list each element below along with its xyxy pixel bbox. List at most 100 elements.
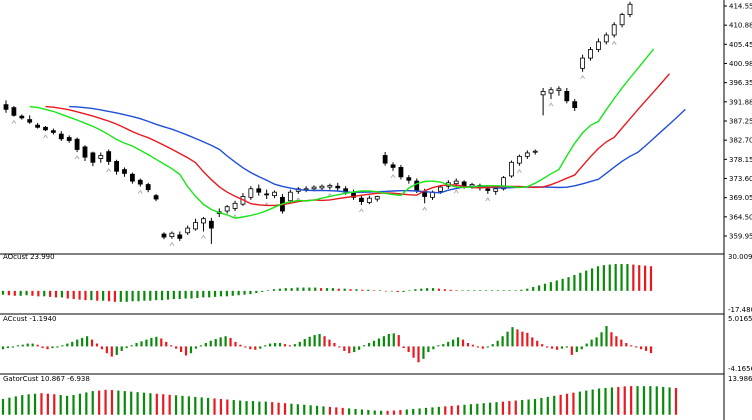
histogram-bar (674, 387, 678, 415)
bull-candle (193, 222, 198, 230)
histogram-bar (617, 386, 620, 415)
histogram-bar (570, 346, 573, 355)
histogram-bar (72, 290, 75, 300)
histogram-bar (181, 395, 184, 415)
histogram-bar (277, 402, 280, 415)
bear-candle (153, 195, 159, 200)
histogram-bar (559, 394, 562, 415)
histogram-bar (533, 398, 537, 415)
histogram-bar (120, 346, 123, 351)
bear-candle (50, 130, 56, 133)
histogram-bar (243, 290, 246, 295)
histogram-bar (514, 290, 517, 291)
histogram-bar (107, 290, 111, 302)
ao-axis-top: 30.009 (728, 253, 752, 261)
bull-candle (327, 184, 333, 188)
histogram-bar (604, 387, 607, 415)
histogram-bar (442, 344, 445, 347)
histogram-bar (202, 290, 205, 298)
histogram-bar (466, 343, 470, 347)
price-axis-label: 391.88 (729, 98, 752, 106)
histogram-bar (644, 265, 647, 291)
histogram-bar (449, 289, 452, 291)
histogram-bar (481, 346, 484, 349)
histogram-bar (322, 406, 325, 415)
histogram-bar (343, 346, 346, 351)
gator-panel[interactable]: GatorCust 10.867 -6.938 13.986 (1, 375, 752, 415)
histogram-bar (384, 290, 388, 292)
ao-panel[interactable]: AOcust 23.990 30.009 -17.480 (1, 253, 752, 314)
histogram-bar (219, 337, 222, 347)
histogram-bar (565, 346, 569, 348)
histogram-bar (278, 343, 282, 347)
histogram-bar (456, 337, 460, 347)
histogram-bar (473, 290, 476, 291)
fractal-marker (611, 40, 617, 45)
histogram-bar (239, 400, 242, 415)
histogram-bar (65, 395, 69, 415)
bear-candle (3, 104, 9, 110)
histogram-bar (516, 329, 519, 347)
histogram-bar (81, 337, 84, 347)
histogram-bar (296, 287, 299, 291)
histogram-bar (204, 343, 207, 347)
bull-candle (588, 49, 593, 59)
bull-candle (540, 91, 546, 96)
histogram-bar (437, 406, 440, 415)
histogram-bar (21, 344, 24, 347)
histogram-bar (208, 290, 211, 298)
histogram-bar (602, 265, 605, 291)
histogram-bar (102, 290, 105, 301)
histogram-bar (596, 266, 600, 291)
histogram-bar (495, 402, 498, 415)
price-axis-label: 369.05 (729, 194, 752, 202)
histogram-bar (104, 389, 107, 415)
histogram-bar (638, 265, 641, 291)
histogram-bar (396, 290, 399, 292)
histogram-bar (502, 290, 505, 291)
bull-candle (627, 3, 633, 15)
bull-candle (580, 57, 586, 69)
histogram-bar (314, 287, 317, 291)
bear-candle (19, 115, 25, 119)
histogram-bar (56, 346, 59, 348)
histogram-bar (264, 401, 267, 415)
histogram-bar (402, 346, 405, 349)
ao-axis-bottom: -17.480 (728, 306, 752, 314)
histogram-bar (269, 343, 272, 347)
histogram-bar (278, 288, 281, 291)
histogram-bar (362, 345, 366, 347)
histogram-bar (61, 345, 64, 347)
alligator-lines (29, 48, 686, 219)
histogram-bar (527, 399, 530, 415)
ac-label: ACcust -1.1940 (3, 315, 56, 323)
histogram-bar (232, 400, 235, 415)
histogram-bar (578, 391, 581, 415)
histogram-bar (142, 392, 146, 415)
bear-candle (572, 101, 578, 109)
histogram-bar (209, 340, 212, 347)
ac-axis-bottom: -4.1656 (728, 365, 752, 373)
histogram-bar (550, 346, 554, 349)
histogram-bar (549, 282, 552, 291)
ac-panel[interactable]: ACcust -1.1940 5.0165 -4.1656 (1, 315, 752, 373)
histogram-bar (640, 346, 643, 350)
price-axis-label: 373.60 (729, 175, 752, 183)
price-panel[interactable]: 414.55 410.88 405.45 400.98 396.35 391.88 387.… (3, 1, 752, 247)
histogram-bar (46, 346, 49, 350)
bull-candle (501, 177, 507, 190)
histogram-bar (19, 290, 22, 296)
histogram-bar (84, 290, 87, 301)
histogram-bar (293, 344, 296, 347)
histogram-bar (537, 285, 541, 291)
fractal-marker (137, 189, 143, 194)
histogram-bar (318, 333, 321, 347)
histogram-bar (184, 346, 188, 356)
histogram-bar (166, 290, 170, 300)
histogram-bar (105, 346, 108, 354)
histogram-bar (361, 289, 364, 291)
histogram-bar (214, 339, 217, 347)
histogram-bar (467, 290, 470, 291)
